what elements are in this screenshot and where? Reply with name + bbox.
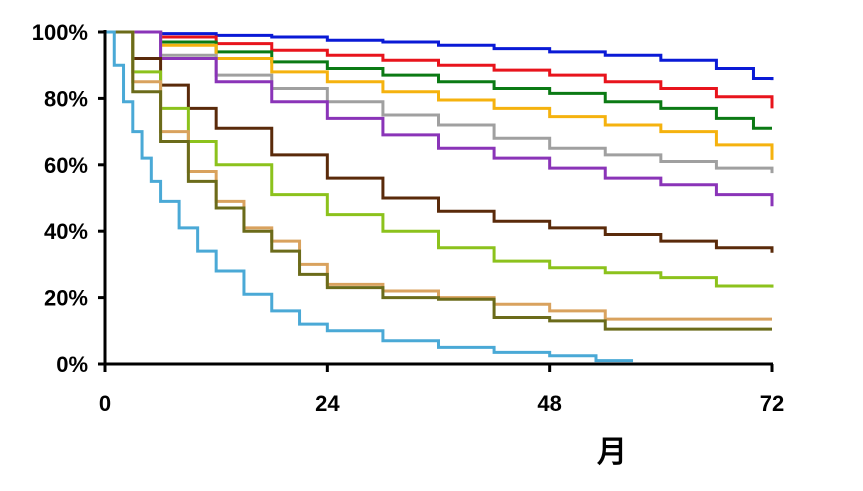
series-line-10 <box>105 30 772 331</box>
x-tick-label: 0 <box>99 391 111 416</box>
x-axis-title: 月 <box>597 435 627 470</box>
series-line-6 <box>105 30 774 207</box>
y-tick-label: 0% <box>56 352 88 377</box>
y-tick-label: 100% <box>32 20 88 45</box>
x-tick-label: 48 <box>537 391 561 416</box>
y-tick-label: 20% <box>44 286 88 311</box>
series-line-7 <box>105 30 774 253</box>
y-tick-label: 60% <box>44 153 88 178</box>
y-tick-label: 80% <box>44 86 88 111</box>
x-tick-label: 72 <box>760 391 784 416</box>
y-tick-label: 40% <box>44 219 88 244</box>
x-tick-label: 24 <box>315 391 340 416</box>
series-layer <box>105 30 774 363</box>
axes <box>103 30 773 366</box>
series-line-1 <box>105 30 774 81</box>
tick-layer: 0% 20% 40% 60% 80% 100% 0 24 48 72 <box>32 20 785 416</box>
series-line-8 <box>105 30 774 288</box>
series-line-9 <box>105 30 772 321</box>
series-line-5 <box>105 30 774 174</box>
series-line-3 <box>105 30 772 130</box>
series-line-11 <box>105 30 634 363</box>
